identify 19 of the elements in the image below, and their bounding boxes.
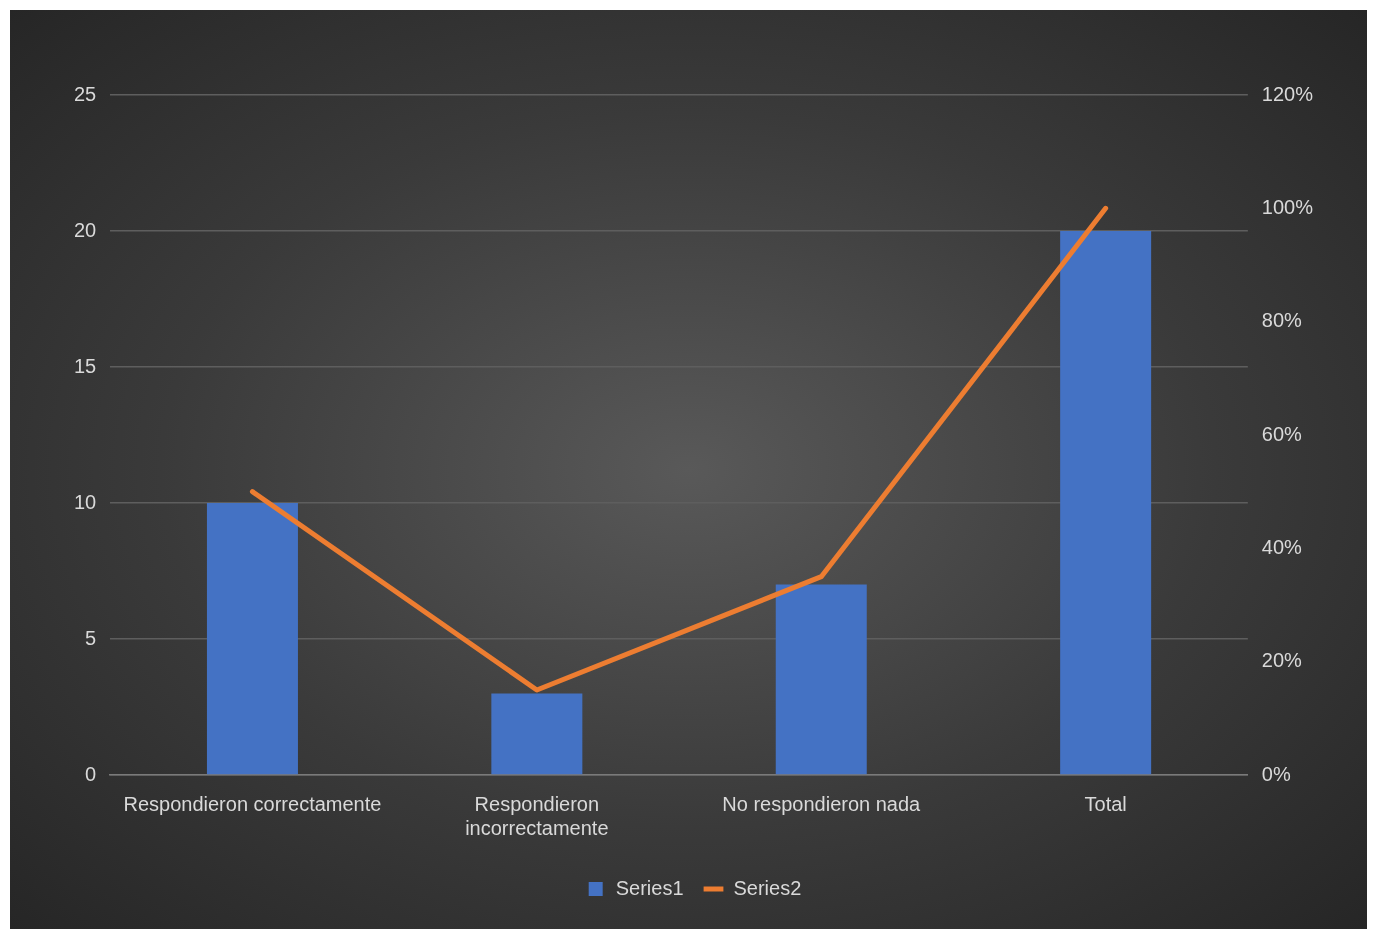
legend-label: Series1: [615, 876, 684, 899]
y2-tick-label: 120%: [1261, 82, 1314, 105]
y-tick-label: 0: [85, 762, 97, 785]
x-tick-label: Total: [1084, 792, 1127, 815]
legend-label: Series2: [733, 876, 802, 899]
y-tick-label: 25: [74, 82, 97, 105]
y-tick-label: 15: [74, 354, 97, 377]
y2-tick-label: 60%: [1261, 422, 1303, 445]
y2-tick-label: 100%: [1261, 195, 1314, 218]
x-tick-label: No respondieron nada: [722, 792, 922, 815]
y-tick-label: 20: [74, 218, 97, 241]
x-tick-label: Respondieron incorrectamente: [465, 792, 609, 839]
y-tick-label: 5: [85, 626, 97, 649]
y2-tick-label: 20%: [1261, 649, 1303, 672]
x-tick-label: Respondieron correctamente: [123, 792, 382, 815]
y2-tick-label: 80%: [1261, 309, 1303, 332]
y2-tick-label: 40%: [1261, 535, 1303, 558]
y2-tick-label: 0%: [1261, 762, 1291, 785]
y-tick-label: 10: [74, 490, 97, 513]
